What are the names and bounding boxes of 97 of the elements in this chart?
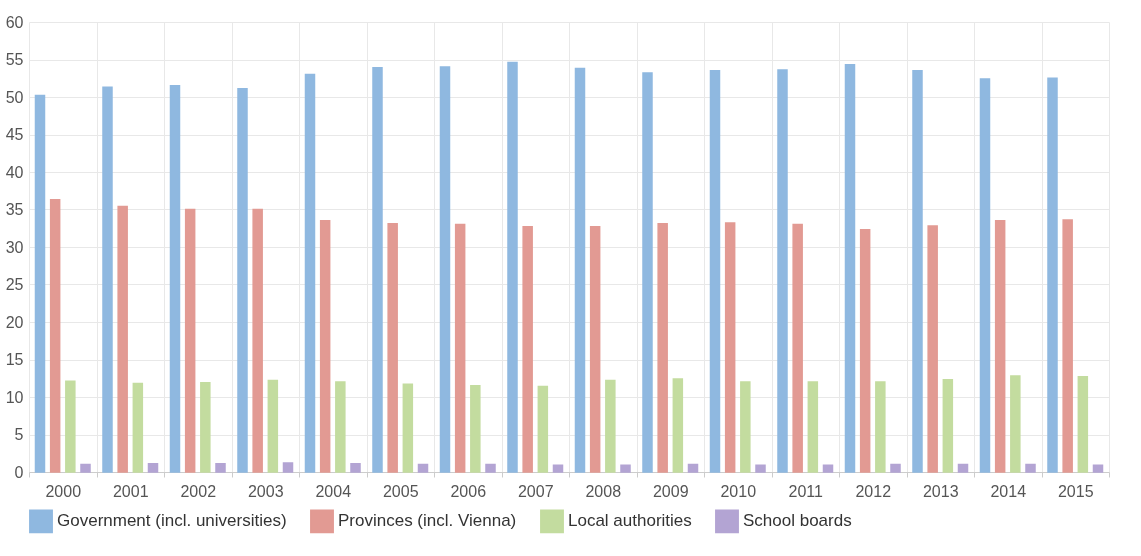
bar (687, 463, 699, 473)
bar (169, 85, 181, 473)
bar (859, 229, 871, 473)
bar (350, 463, 361, 473)
bar (102, 86, 113, 473)
bar (1010, 375, 1021, 473)
x-tick-label: 2014 (990, 482, 1027, 500)
bar (485, 463, 496, 473)
bar (942, 379, 954, 473)
bar (34, 94, 46, 473)
legend-label: Provinces (incl. Vienna) (338, 511, 517, 531)
bar (335, 381, 346, 473)
bar (642, 72, 653, 473)
bar (304, 73, 316, 473)
bar (890, 463, 901, 473)
y-tick-label: 40 (5, 163, 24, 181)
bar (777, 69, 788, 473)
bar (657, 223, 668, 473)
x-tick-label: 2001 (112, 482, 149, 500)
y-tick-label: 25 (5, 276, 24, 293)
bar (454, 223, 466, 473)
bar (552, 464, 564, 473)
bar (65, 380, 76, 473)
y-tick-label: 10 (5, 388, 24, 406)
y-tick-label: 30 (5, 238, 24, 256)
x-tick-label: 2002 (180, 482, 217, 500)
x-tick-label: 2000 (45, 482, 82, 500)
bar (1092, 464, 1104, 473)
x-tick-label: 2006 (450, 482, 487, 500)
bar (417, 463, 429, 473)
x-tick-label: 2011 (788, 482, 824, 500)
bar (522, 226, 533, 473)
bar (740, 381, 751, 473)
bar (589, 226, 601, 473)
bar (994, 220, 1006, 473)
y-tick-label: 45 (5, 126, 24, 143)
bar (822, 464, 834, 473)
legend-label: Local authorities (568, 511, 692, 531)
bar (1062, 219, 1073, 473)
y-tick-label: 5 (14, 426, 24, 443)
bar (620, 464, 631, 473)
bar (282, 462, 294, 473)
x-tick-label: 2003 (247, 482, 284, 500)
bar (1047, 77, 1058, 473)
bar (709, 70, 721, 473)
bar (80, 463, 91, 473)
bar (184, 208, 196, 473)
bar (402, 383, 414, 473)
bar (387, 223, 398, 473)
bar (507, 61, 518, 473)
bar (215, 463, 226, 473)
bar (927, 225, 938, 473)
x-tick-label: 2008 (585, 482, 622, 500)
bar (147, 463, 159, 473)
bar (372, 67, 383, 473)
y-tick-label: 35 (5, 201, 24, 218)
bar (117, 205, 128, 473)
x-tick-label: 2007 (517, 482, 554, 500)
x-tick-label: 2013 (922, 482, 959, 500)
bar (470, 385, 481, 473)
x-tick-label: 2012 (855, 482, 892, 500)
bar (605, 379, 616, 473)
bar (1025, 463, 1036, 473)
y-tick-label: 20 (5, 313, 24, 331)
bar (49, 199, 61, 473)
x-tick-label: 2010 (720, 482, 757, 500)
bar (319, 220, 331, 473)
bar (200, 382, 211, 473)
bar (267, 379, 279, 473)
bar (537, 385, 549, 473)
y-tick-label: 15 (5, 351, 24, 368)
x-tick-label: 2009 (652, 482, 689, 500)
x-tick-label: 2015 (1057, 482, 1094, 500)
y-tick-label: 60 (5, 13, 24, 31)
bar (1077, 376, 1089, 473)
bar (807, 381, 819, 473)
bar (979, 78, 991, 473)
bar (912, 70, 923, 473)
bar (252, 208, 263, 473)
legend-label: School boards (743, 511, 852, 531)
bar (792, 223, 803, 473)
legend-label: Government (incl. universities) (57, 511, 287, 531)
x-tick-label: 2005 (382, 482, 419, 500)
bar (957, 463, 969, 473)
y-tick-label: 50 (5, 88, 24, 106)
bar (844, 64, 856, 473)
bar (132, 382, 144, 473)
bar (574, 67, 586, 473)
bar (237, 88, 248, 473)
x-tick-label: 2004 (315, 482, 352, 500)
bar (439, 66, 451, 473)
y-tick-label: 0 (14, 463, 24, 481)
bar (724, 222, 736, 473)
bar (672, 378, 684, 473)
bar (875, 381, 886, 473)
bar (755, 464, 766, 473)
y-tick-label: 55 (5, 51, 24, 68)
